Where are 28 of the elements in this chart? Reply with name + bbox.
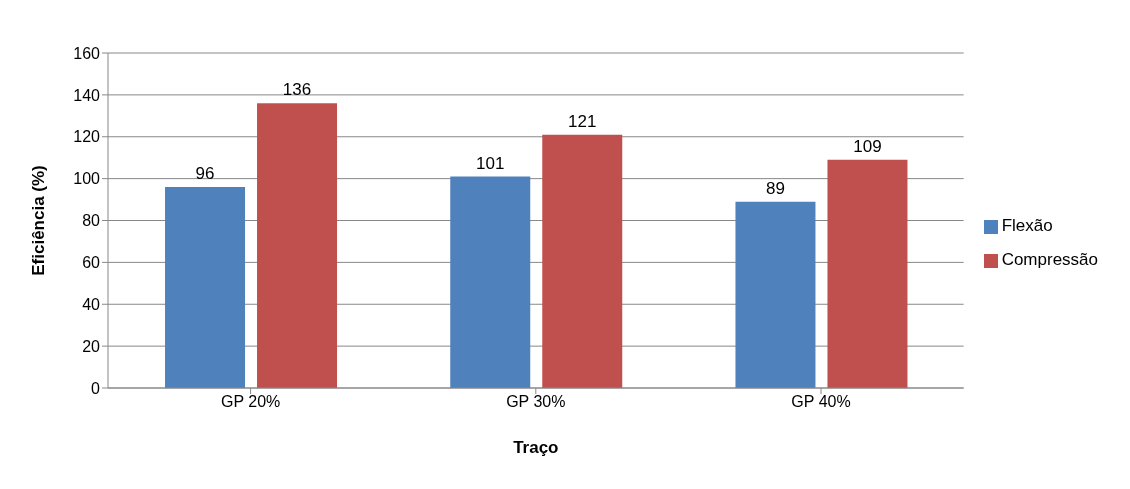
bar [165, 187, 246, 388]
y-tick-label: 120 [73, 128, 101, 146]
bar [542, 134, 623, 388]
data-label: 121 [568, 111, 597, 131]
y-tick-label: 140 [73, 86, 101, 104]
y-tick-label: 160 [73, 44, 101, 62]
bar [735, 201, 816, 388]
y-tick-label: 60 [82, 254, 101, 272]
bar [257, 103, 338, 388]
bar [450, 176, 531, 388]
data-label: 101 [476, 153, 505, 173]
y-tick-label: 80 [82, 212, 101, 230]
x-tick-label: GP 30% [506, 393, 566, 411]
data-label: 96 [195, 164, 215, 183]
x-axis-title: Traço [513, 438, 559, 457]
y-axis-title: Eficiência (%) [29, 165, 49, 276]
data-label: 89 [766, 178, 785, 198]
legend-label: Compressão [1001, 250, 1098, 269]
data-label: 136 [282, 80, 312, 100]
legend-label: Flexão [1001, 216, 1053, 235]
y-tick-label: 20 [82, 337, 101, 355]
bar [827, 159, 908, 388]
x-tick-label: GP 20% [220, 393, 281, 411]
y-tick-label: 100 [73, 170, 101, 188]
data-label: 109 [853, 136, 882, 156]
x-tick-label: GP 40% [791, 393, 851, 411]
y-tick-label: 0 [91, 379, 101, 397]
y-tick-label: 40 [82, 295, 101, 313]
